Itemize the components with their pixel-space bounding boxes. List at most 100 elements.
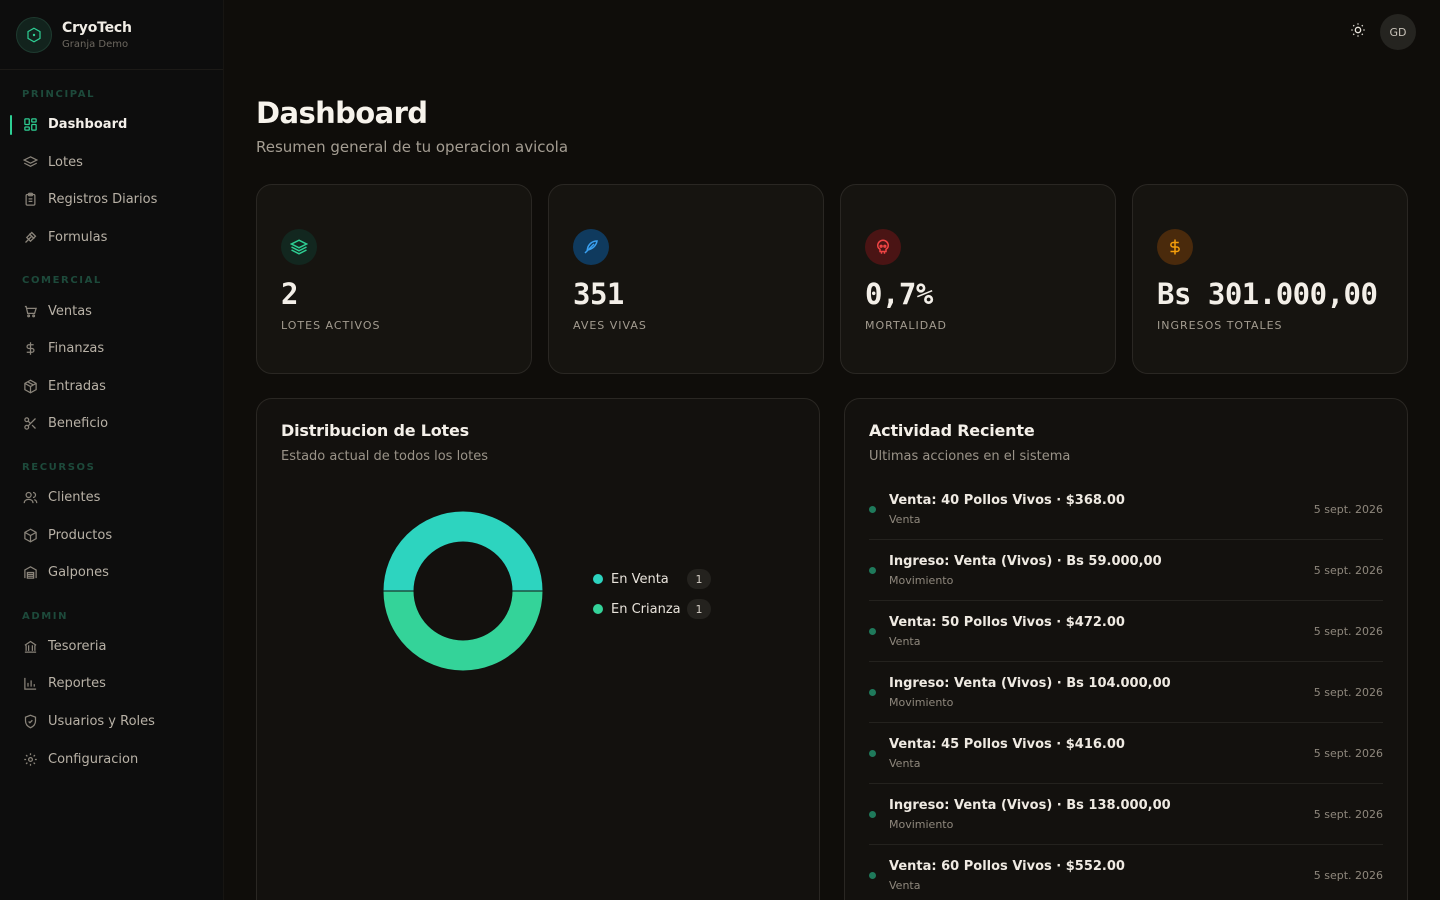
activity-date: 5 sept. 2026 — [1313, 747, 1383, 760]
bar-chart-icon — [22, 676, 38, 692]
dollar-icon — [1157, 229, 1193, 265]
list-item[interactable]: Venta: 50 Pollos Vivos · $472.00 Venta 5… — [869, 601, 1383, 662]
activity-date: 5 sept. 2026 — [1313, 686, 1383, 699]
sidebar-item-label: Finanzas — [48, 341, 105, 357]
activity-type: Movimiento — [889, 818, 954, 831]
donut-slice-en-crianza[interactable] — [382, 590, 544, 672]
sidebar: CryoTech Granja Demo PRINCIPAL Dashboard… — [0, 0, 224, 900]
flask-icon — [22, 230, 38, 246]
sidebar-item-configuracion[interactable]: Configuracion — [0, 740, 223, 778]
list-item[interactable]: Ingreso: Venta (Vivos) · Bs 59.000,00 Mo… — [869, 540, 1383, 601]
legend-dot — [593, 574, 603, 584]
distribution-panel: Distribucion de Lotes Estado actual de t… — [256, 398, 820, 900]
panel-subtitle: Ultimas acciones en el sistema — [869, 449, 1071, 464]
shield-icon — [22, 714, 38, 730]
brand-name: CryoTech — [62, 19, 132, 36]
sidebar-item-clientes[interactable]: Clientes — [0, 479, 223, 517]
sidebar-item-formulas[interactable]: Formulas — [0, 219, 223, 257]
activity-title: Venta: 50 Pollos Vivos · $472.00 — [889, 615, 1125, 630]
package-icon — [22, 378, 38, 394]
activity-type: Movimiento — [889, 574, 954, 587]
warehouse-icon — [22, 565, 38, 581]
sidebar-item-productos[interactable]: Productos — [0, 516, 223, 554]
panel-subtitle: Estado actual de todos los lotes — [281, 449, 488, 464]
activity-type: Venta — [889, 513, 921, 526]
activity-title: Ingreso: Venta (Vivos) · Bs 138.000,00 — [889, 798, 1171, 813]
list-item[interactable]: Venta: 40 Pollos Vivos · $368.00 Venta 5… — [869, 479, 1383, 540]
topbar-controls: GD — [1340, 14, 1416, 50]
grid-icon — [22, 117, 38, 133]
activity-date: 5 sept. 2026 — [1313, 564, 1383, 577]
sidebar-item-entradas[interactable]: Entradas — [0, 368, 223, 406]
panel-title: Distribucion de Lotes — [281, 421, 469, 440]
sun-icon — [1350, 22, 1366, 42]
theme-toggle-button[interactable] — [1340, 14, 1376, 50]
legend-count: 1 — [687, 569, 711, 589]
sidebar-item-label: Formulas — [48, 230, 108, 246]
stat-value: Bs 301.000,00 — [1157, 277, 1378, 311]
activity-title: Ingreso: Venta (Vivos) · Bs 59.000,00 — [889, 554, 1162, 569]
sidebar-item-finanzas[interactable]: Finanzas — [0, 330, 223, 368]
list-item[interactable]: Ingreso: Venta (Vivos) · Bs 138.000,00 M… — [869, 784, 1383, 845]
sidebar-item-label: Tesoreria — [48, 638, 107, 654]
sidebar-item-galpones[interactable]: Galpones — [0, 554, 223, 592]
sidebar-item-registros-diarios[interactable]: Registros Diarios — [0, 181, 223, 219]
activity-title: Venta: 45 Pollos Vivos · $416.00 — [889, 737, 1125, 752]
activity-type: Movimiento — [889, 696, 954, 709]
scissors-icon — [22, 416, 38, 432]
nav-section-comercial: COMERCIAL — [22, 275, 102, 287]
snowflake-logo-icon — [16, 16, 52, 53]
sidebar-item-label: Usuarios y Roles — [48, 714, 155, 730]
status-dot — [869, 750, 876, 757]
nav-section-recursos: RECURSOS — [22, 461, 96, 473]
sidebar-item-label: Configuracion — [48, 751, 139, 767]
dollar-icon — [22, 341, 38, 357]
sidebar-item-reportes[interactable]: Reportes — [0, 665, 223, 703]
sidebar-item-beneficio[interactable]: Beneficio — [0, 405, 223, 443]
sidebar-item-ventas[interactable]: Ventas — [0, 292, 223, 330]
sidebar-item-dashboard[interactable]: Dashboard — [0, 106, 223, 144]
brand[interactable]: CryoTech Granja Demo — [0, 0, 223, 70]
box-icon — [22, 527, 38, 543]
activity-date: 5 sept. 2026 — [1313, 869, 1383, 882]
activity-panel: Actividad Reciente Ultimas acciones en e… — [844, 398, 1408, 900]
legend-dot — [593, 604, 603, 614]
activity-type: Venta — [889, 757, 921, 770]
sidebar-item-label: Lotes — [48, 154, 83, 170]
sidebar-item-label: Clientes — [48, 490, 101, 506]
stat-card-ingresos-totales: Bs 301.000,00 INGRESOS TOTALES — [1132, 184, 1408, 374]
page-title: Dashboard — [256, 96, 428, 130]
clipboard-icon — [22, 192, 38, 208]
legend-item-en-crianza[interactable]: En Crianza 1 — [593, 594, 711, 624]
stat-value: 351 — [573, 277, 624, 311]
avatar[interactable]: GD — [1380, 14, 1416, 50]
list-item[interactable]: Venta: 45 Pollos Vivos · $416.00 Venta 5… — [869, 723, 1383, 784]
nav-section-principal: PRINCIPAL — [22, 89, 96, 100]
sidebar-item-usuarios-y-roles[interactable]: Usuarios y Roles — [0, 703, 223, 741]
list-item[interactable]: Venta: 60 Pollos Vivos · $552.00 Venta 5… — [869, 845, 1383, 900]
sidebar-item-label: Galpones — [48, 565, 109, 581]
stat-label: MORTALIDAD — [865, 319, 948, 332]
legend-item-en-venta[interactable]: En Venta 1 — [593, 564, 711, 594]
sidebar-item-lotes[interactable]: Lotes — [0, 144, 223, 182]
list-item[interactable]: Ingreso: Venta (Vivos) · Bs 104.000,00 M… — [869, 662, 1383, 723]
bird-icon — [573, 229, 609, 265]
activity-title: Venta: 60 Pollos Vivos · $552.00 — [889, 859, 1125, 874]
activity-list: Venta: 40 Pollos Vivos · $368.00 Venta 5… — [869, 479, 1383, 900]
donut-slice-en-venta[interactable] — [382, 510, 544, 592]
sidebar-item-tesoreria[interactable]: Tesoreria — [0, 628, 223, 666]
cart-icon — [22, 303, 38, 319]
sidebar-item-label: Entradas — [48, 378, 106, 394]
sidebar-item-label: Dashboard — [48, 117, 128, 133]
sidebar-item-label: Productos — [48, 527, 113, 543]
status-dot — [869, 628, 876, 635]
stat-label: AVES VIVAS — [573, 319, 647, 332]
gear-icon — [22, 751, 38, 767]
stat-value: 2 — [281, 277, 298, 311]
activity-title: Ingreso: Venta (Vivos) · Bs 104.000,00 — [889, 676, 1171, 691]
panel-title: Actividad Reciente — [869, 421, 1035, 440]
skull-icon — [865, 229, 901, 265]
legend-label: En Crianza — [611, 601, 681, 617]
stat-value: 0,7% — [865, 277, 933, 311]
activity-date: 5 sept. 2026 — [1313, 503, 1383, 516]
